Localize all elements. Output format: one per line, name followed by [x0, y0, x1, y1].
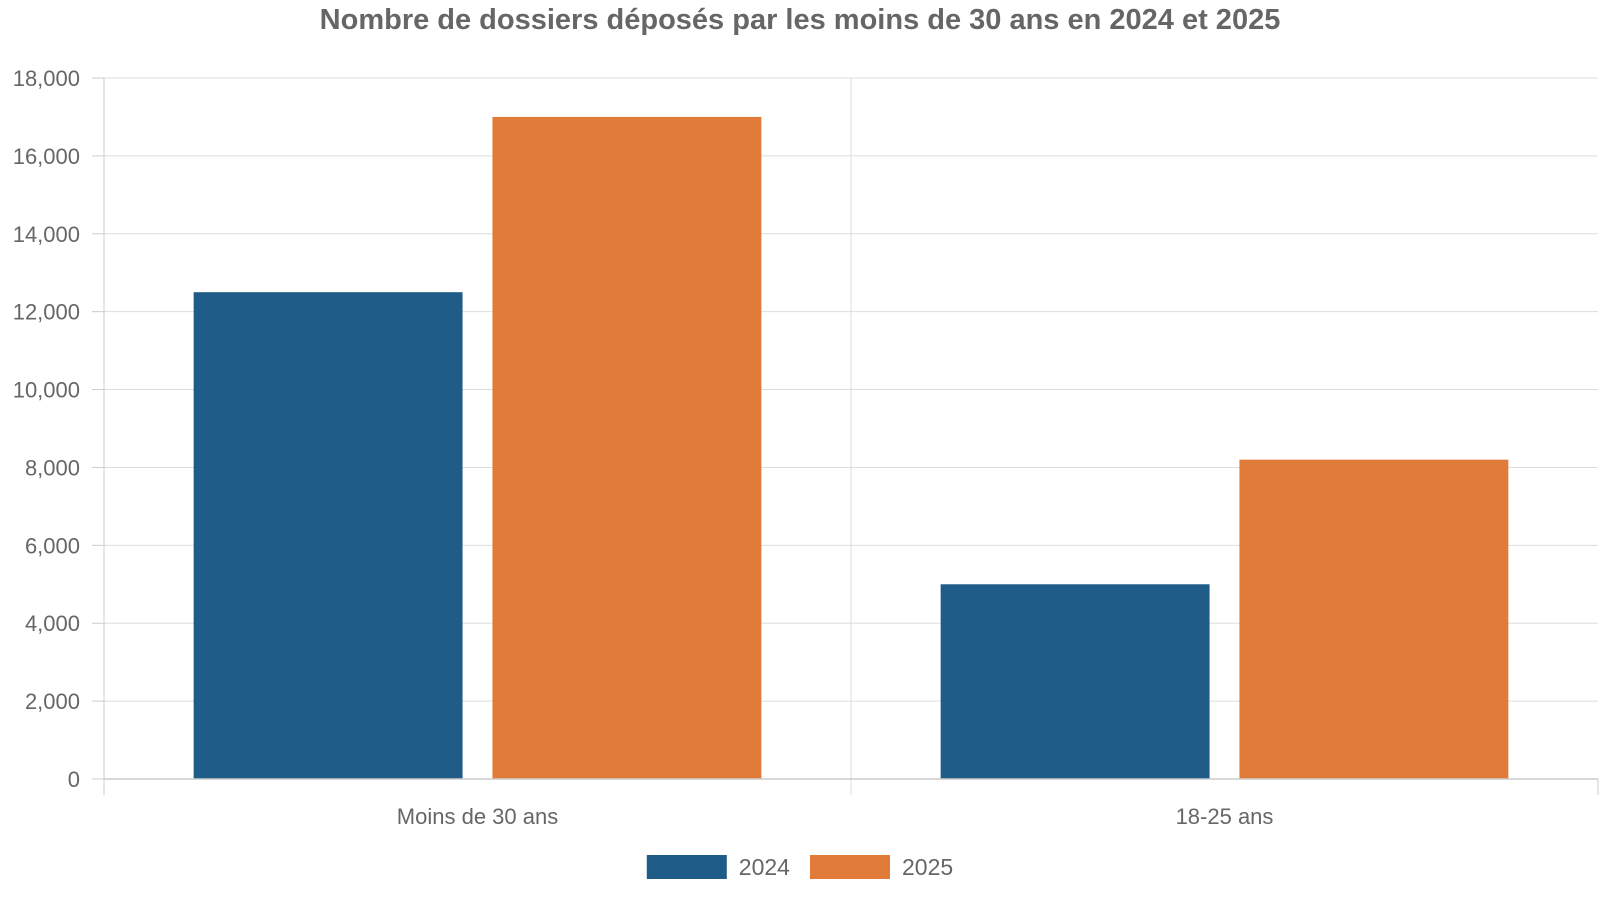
- chart-title: Nombre de dossiers déposés par les moins…: [320, 4, 1281, 36]
- y-tick-label: 6,000: [25, 533, 80, 558]
- y-tick-label: 8,000: [25, 455, 80, 480]
- bar-2024-18-25-ans: [940, 584, 1210, 779]
- bars: [193, 116, 1509, 779]
- y-tick-label: 16,000: [13, 144, 80, 169]
- bar-2025-18-25-ans: [1239, 459, 1509, 779]
- y-tick-label: 4,000: [25, 611, 80, 636]
- x-tick-label: 18-25 ans: [1176, 804, 1274, 829]
- legend-label-2025: 2025: [902, 854, 953, 880]
- legend-swatch-2025: [810, 855, 890, 879]
- y-axis-ticks: 0 2,000 4,000 6,000 8,000 10,000 12,000 14,000 1…: [13, 66, 104, 792]
- legend-swatch-2024: [646, 855, 727, 879]
- bar-2024-moins-de-30-ans: [193, 292, 463, 779]
- y-tick-label: 2,000: [25, 689, 80, 714]
- axes: [103, 78, 1599, 795]
- x-tick-label: Moins de 30 ans: [397, 804, 558, 829]
- y-tick-label: 12,000: [13, 300, 80, 325]
- y-tick-label: 10,000: [13, 378, 80, 403]
- y-tick-label: 0: [68, 767, 80, 792]
- x-axis-ticks: Moins de 30 ans 18-25 ans: [397, 804, 1274, 829]
- legend-label-2024: 2024: [739, 854, 790, 880]
- bar-2025-moins-de-30-ans: [492, 116, 762, 779]
- y-tick-label: 14,000: [13, 222, 80, 247]
- legend: 2024 2025: [646, 854, 953, 880]
- y-tick-label: 18,000: [13, 66, 80, 91]
